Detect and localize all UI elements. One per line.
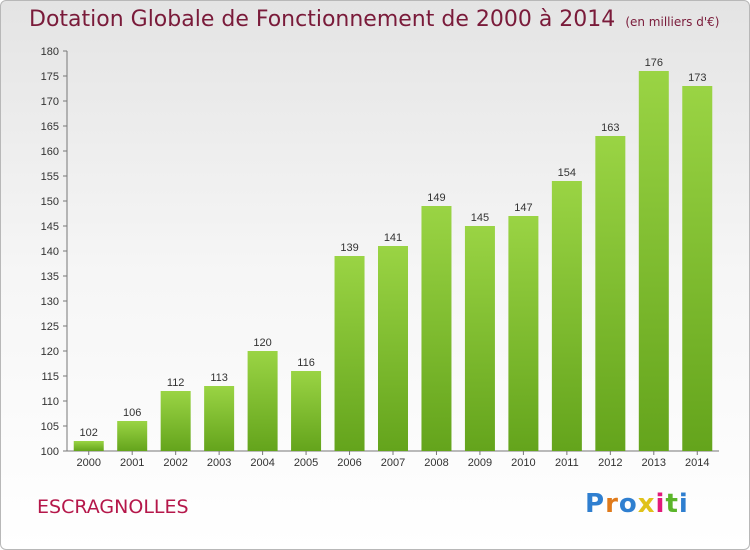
value-label-2007: 141	[384, 232, 402, 244]
bar-2005	[291, 371, 322, 451]
bar-2013	[638, 71, 669, 451]
y-tick-label: 140	[41, 246, 59, 258]
logo-letter: i	[678, 489, 689, 519]
x-tick-label-2004: 2004	[250, 457, 274, 469]
y-tick-label: 175	[41, 71, 59, 83]
bar-2008	[421, 206, 452, 451]
x-tick-label-2013: 2013	[642, 457, 666, 469]
logo-letter: x	[637, 489, 656, 519]
chart-bars	[73, 71, 713, 451]
x-tick-label-2014: 2014	[685, 457, 709, 469]
value-label-2006: 139	[340, 242, 358, 254]
chart-title: Dotation Globale de Fonctionnement de 20…	[29, 7, 719, 32]
value-label-2003: 113	[210, 372, 228, 384]
logo-letter: P	[585, 489, 606, 519]
bar-2011	[551, 181, 582, 451]
y-tick-label: 130	[41, 296, 59, 308]
proxiti-logo[interactable]: Proxiti	[585, 489, 689, 519]
bar-2003	[204, 386, 235, 451]
y-tick-label: 160	[41, 146, 59, 158]
bar-2012	[595, 136, 626, 451]
x-tick-label-2002: 2002	[163, 457, 187, 469]
x-tick-label-2005: 2005	[294, 457, 318, 469]
value-label-2010: 147	[514, 202, 532, 214]
bar-2009	[464, 226, 495, 451]
y-tick-label: 165	[41, 121, 59, 133]
x-tick-label-2011: 2011	[555, 457, 579, 469]
y-tick-label: 155	[41, 171, 59, 183]
value-label-2009: 145	[471, 212, 489, 224]
bar-2000	[73, 441, 104, 451]
value-label-2013: 176	[645, 57, 663, 69]
value-label-2008: 149	[427, 192, 445, 204]
x-tick-label-2010: 2010	[511, 457, 535, 469]
x-tick-label-2006: 2006	[337, 457, 361, 469]
x-tick-label-2007: 2007	[381, 457, 405, 469]
value-label-2011: 154	[558, 167, 576, 179]
value-label-2012: 163	[601, 122, 619, 134]
y-tick-label: 170	[41, 96, 59, 108]
bar-2014	[682, 86, 713, 451]
x-tick-label-2008: 2008	[424, 457, 448, 469]
y-tick-label: 115	[41, 371, 59, 383]
bar-2006	[334, 256, 365, 451]
y-tick-label: 120	[41, 346, 59, 358]
logo-letter: o	[618, 489, 638, 519]
y-tick-label: 110	[41, 396, 59, 408]
bar-2004	[247, 351, 278, 451]
logo-letter: t	[665, 489, 679, 519]
bar-2010	[508, 216, 539, 451]
bar-2001	[117, 421, 148, 451]
bar-2002	[160, 391, 191, 451]
logo-letter: i	[655, 489, 666, 519]
value-label-2001: 106	[123, 407, 141, 419]
x-tick-label-2000: 2000	[76, 457, 100, 469]
value-label-2000: 102	[80, 427, 98, 439]
chart-labels: 102 106 112 113 120 116 139 141 149 145 147 154 163 1…	[80, 57, 707, 439]
y-tick-label: 100	[41, 446, 59, 458]
y-tick-label: 145	[41, 221, 59, 233]
value-label-2014: 173	[688, 72, 706, 84]
x-tick-label-2012: 2012	[598, 457, 622, 469]
logo-letter: r	[605, 489, 619, 519]
y-tick-label: 105	[41, 421, 59, 433]
x-tick-label-2001: 2001	[120, 457, 144, 469]
y-tick-label: 125	[41, 321, 59, 333]
y-tick-label: 150	[41, 196, 59, 208]
chart-axes: 100 105 110 115 120 125 130 135 140 145 150 155 160 1…	[41, 46, 719, 469]
value-label-2002: 112	[167, 377, 185, 389]
value-label-2005: 116	[297, 357, 315, 369]
x-tick-label-2009: 2009	[468, 457, 492, 469]
chart-title-text: Dotation Globale de Fonctionnement de 20…	[29, 7, 616, 32]
x-tick-label-2003: 2003	[207, 457, 231, 469]
commune-name: ESCRAGNOLLES	[37, 496, 189, 518]
y-tick-label: 180	[41, 46, 59, 58]
bar-2007	[378, 246, 408, 451]
chart-subtitle: (en milliers d'€)	[625, 15, 720, 29]
value-label-2004: 120	[253, 337, 271, 349]
y-tick-label: 135	[41, 271, 59, 283]
